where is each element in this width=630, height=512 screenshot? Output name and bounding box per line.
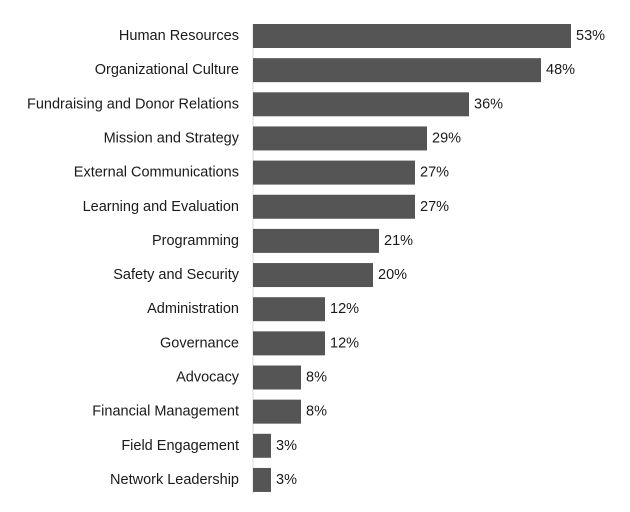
bar-7 (253, 228, 379, 253)
category-labels-group: Human Resources Organizational Culture Fun… (27, 28, 240, 488)
value-label-7: 21% (384, 233, 413, 249)
value-label-4: 29% (432, 130, 461, 146)
value-label-13: 3% (276, 438, 297, 454)
bar-12 (253, 399, 301, 424)
bar-6 (253, 194, 415, 219)
category-label-5: External Communications (74, 165, 239, 181)
bars-group (253, 24, 571, 492)
bar-10 (253, 331, 325, 356)
bar-13 (253, 433, 271, 458)
value-label-9: 12% (330, 301, 359, 317)
category-label-3: Fundraising and Donor Relations (27, 96, 239, 112)
value-label-1: 53% (576, 28, 605, 44)
bar-1 (253, 24, 571, 48)
value-label-14: 3% (276, 472, 297, 488)
value-label-3: 36% (474, 96, 503, 112)
value-label-8: 20% (378, 267, 407, 283)
category-label-12: Financial Management (92, 404, 239, 420)
category-label-7: Programming (152, 233, 239, 249)
category-label-9: Administration (147, 301, 239, 317)
bar-3 (253, 92, 469, 117)
category-label-13: Field Engagement (121, 438, 239, 454)
category-label-8: Safety and Security (113, 267, 239, 283)
bar-2 (253, 58, 541, 83)
bar-9 (253, 297, 325, 322)
bar-4 (253, 126, 427, 151)
value-label-2: 48% (546, 62, 575, 78)
value-label-11: 8% (306, 370, 327, 386)
bar-5 (253, 160, 415, 185)
category-label-2: Organizational Culture (95, 62, 239, 78)
category-label-6: Learning and Evaluation (83, 199, 239, 215)
value-label-5: 27% (420, 165, 449, 181)
bar-11 (253, 365, 301, 390)
category-label-4: Mission and Strategy (104, 130, 240, 146)
value-label-12: 8% (306, 404, 327, 420)
value-labels-group: 53% 48% 36% 29% 27% 27% 21% 20% 12% 12% 8% 8% 3% 3% (276, 28, 605, 488)
value-label-6: 27% (420, 199, 449, 215)
value-label-10: 12% (330, 335, 359, 351)
category-label-14: Network Leadership (110, 472, 239, 488)
bar-8 (253, 263, 373, 288)
category-label-10: Governance (160, 335, 239, 351)
category-label-11: Advocacy (176, 370, 240, 386)
bar-14 (253, 467, 271, 492)
category-label-1: Human Resources (119, 28, 239, 44)
